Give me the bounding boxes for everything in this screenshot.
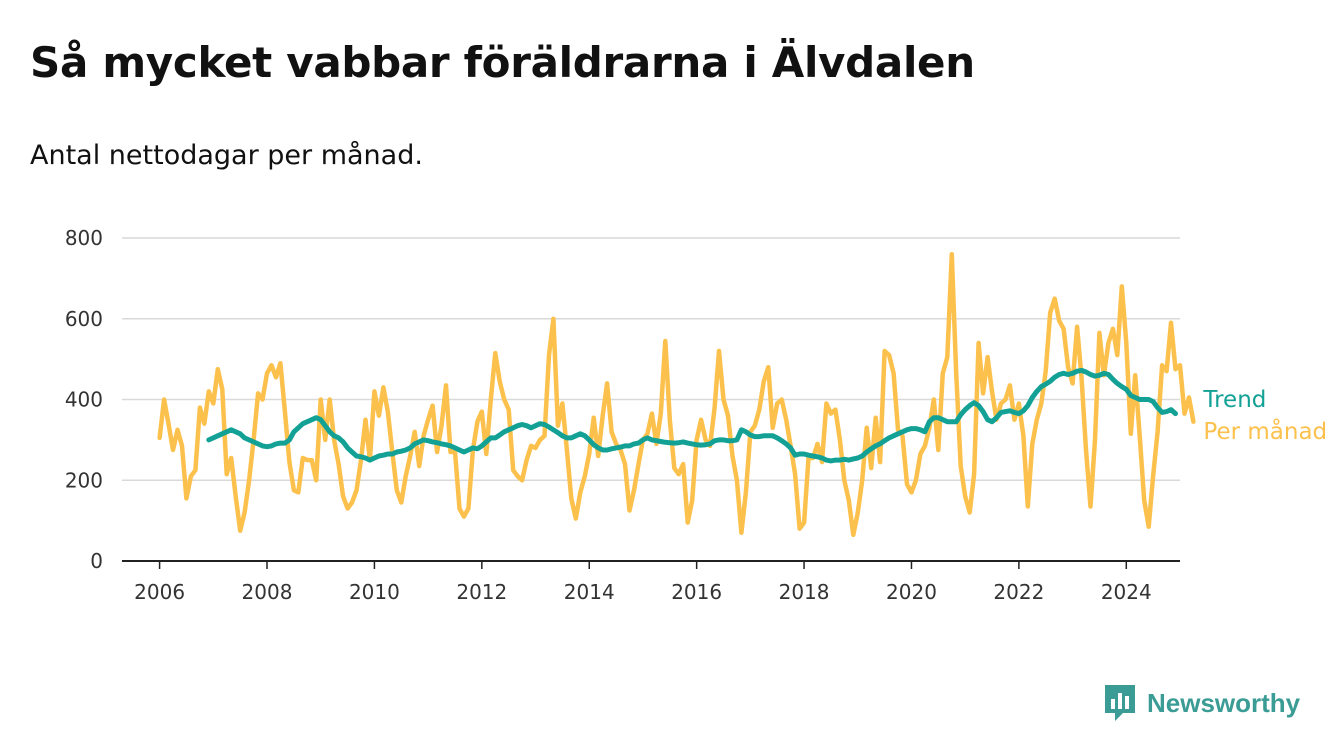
x-tick-label: 2008 <box>242 580 293 604</box>
x-axis-ticks: 2006 2008 2010 2012 2014 2016 2018 2020 2022 2024 <box>134 561 1152 604</box>
y-tick-label: 0 <box>90 549 103 573</box>
x-tick-label: 2024 <box>1101 580 1152 604</box>
x-tick-label: 2018 <box>779 580 830 604</box>
chart-title: Så mycket vabbar föräldrarna i Älvdalen <box>30 38 975 87</box>
y-axis-ticks: 0 200 400 600 800 <box>65 226 103 573</box>
x-tick-label: 2022 <box>993 580 1044 604</box>
newsworthy-logo-icon <box>1105 685 1135 721</box>
brand: Newsworthy <box>1103 683 1300 723</box>
legend-label-trend: Trend <box>1202 387 1266 413</box>
x-tick-label: 2010 <box>349 580 400 604</box>
x-tick-label: 2020 <box>886 580 937 604</box>
x-tick-label: 2014 <box>564 580 615 604</box>
x-tick-label: 2006 <box>134 580 185 604</box>
x-tick-label: 2012 <box>456 580 507 604</box>
y-tick-label: 200 <box>65 468 103 492</box>
y-tick-label: 800 <box>65 226 103 250</box>
y-tick-label: 600 <box>65 307 103 331</box>
series-line-trend <box>206 367 1178 464</box>
inline-legend: Trend Per månad <box>1202 387 1327 445</box>
series-group <box>157 251 1196 538</box>
x-tick-label: 2016 <box>671 580 722 604</box>
chart-subtitle: Antal nettodagar per månad. <box>30 140 423 171</box>
y-tick-label: 400 <box>65 388 103 412</box>
legend-label-per-manad: Per månad <box>1203 417 1327 445</box>
brand-name: Newsworthy <box>1147 687 1301 718</box>
series-line-per-manad <box>157 251 1196 538</box>
